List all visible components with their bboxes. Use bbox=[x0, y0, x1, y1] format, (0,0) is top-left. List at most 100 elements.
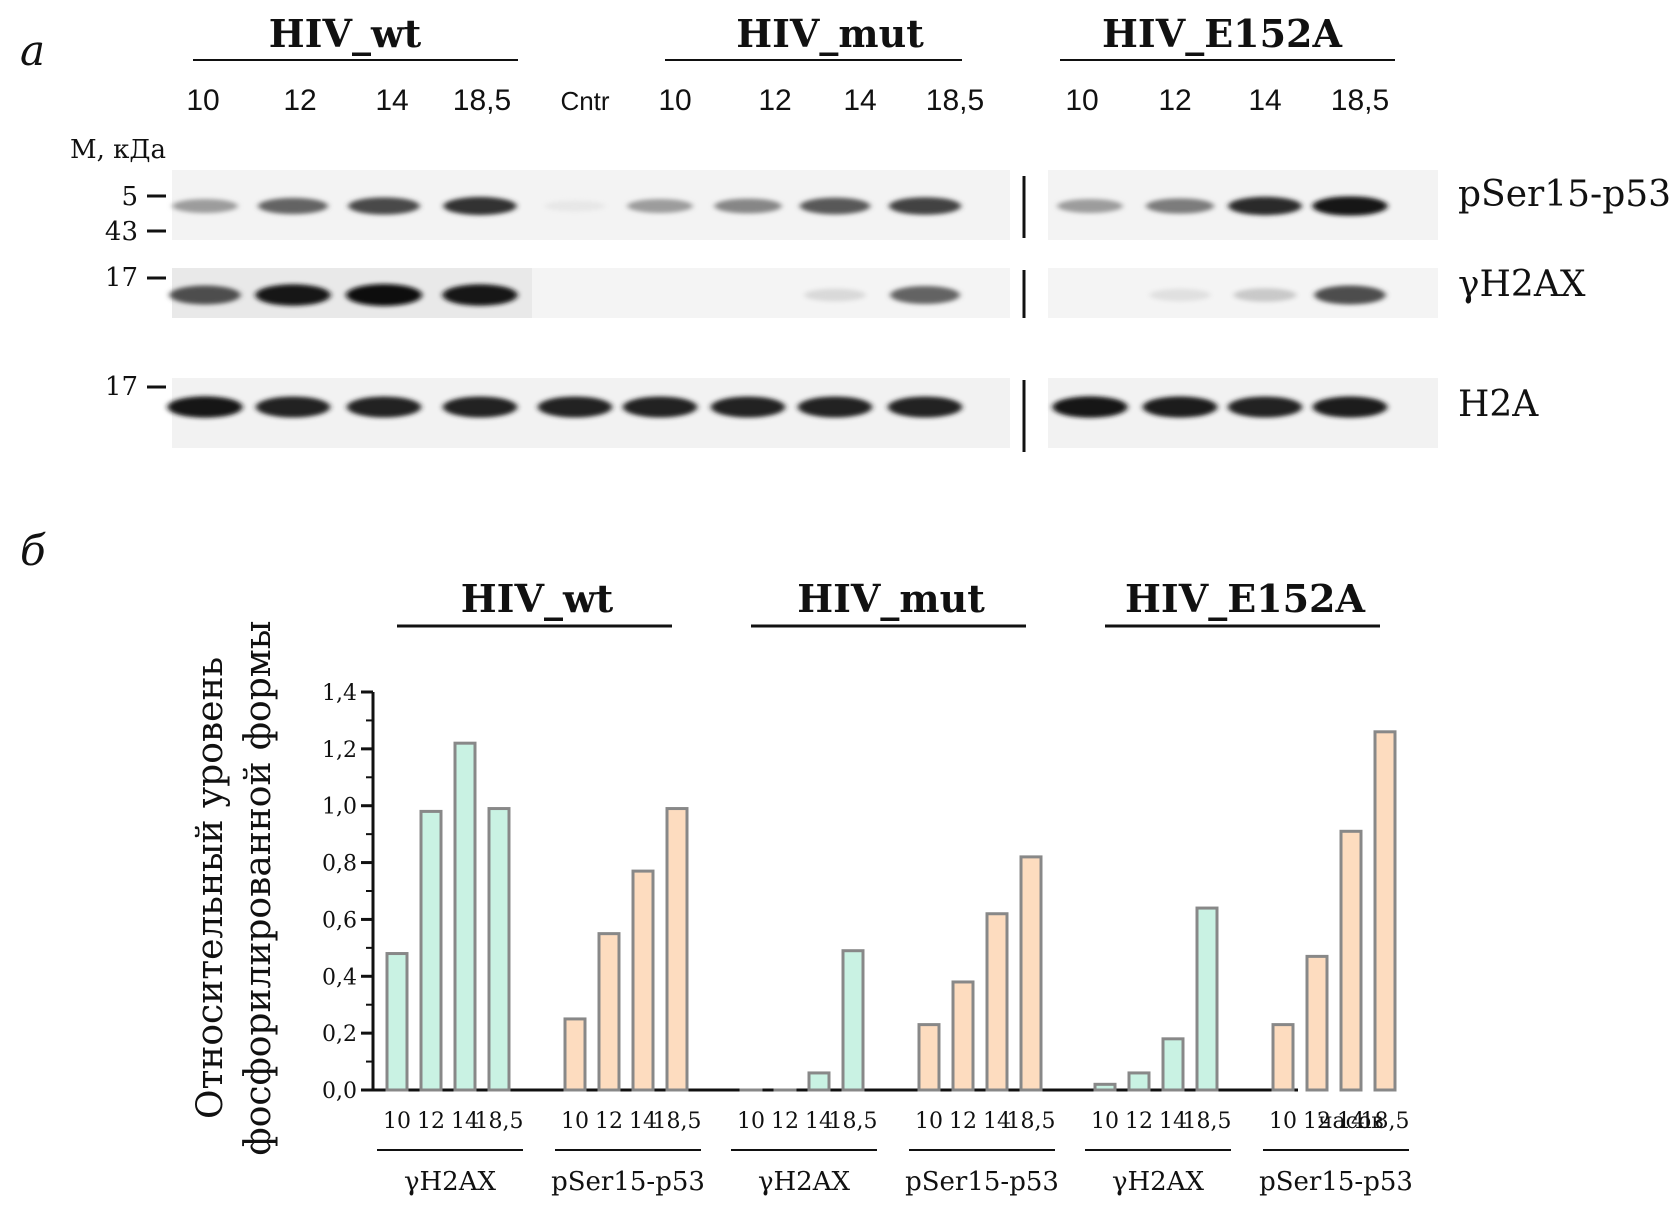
bar bbox=[665, 807, 689, 1092]
blot-band bbox=[1314, 285, 1386, 305]
bar bbox=[985, 912, 1009, 1092]
bar bbox=[631, 869, 655, 1092]
blot-band bbox=[1312, 396, 1388, 418]
blot-band bbox=[167, 396, 243, 418]
blot-band bbox=[1233, 288, 1297, 302]
x-axis-unit-label: часов bbox=[1318, 1109, 1384, 1134]
chart-group-headers: HIV_wt HIV_mut HIV_E152A bbox=[397, 576, 1380, 628]
x-tick-label: 12 bbox=[771, 1109, 799, 1134]
x-tick-label: 12 bbox=[595, 1109, 623, 1134]
blot-band bbox=[622, 396, 698, 418]
x-tick-label: 14 bbox=[451, 1109, 479, 1134]
x-tick-label: 10 bbox=[561, 1109, 589, 1134]
bar bbox=[1093, 1082, 1117, 1092]
chart-group-label: HIV_mut bbox=[797, 576, 985, 621]
lane-label: 10 bbox=[1065, 84, 1098, 117]
bar bbox=[1271, 1023, 1295, 1092]
blot-group-label-hiv-e152a: HIV_E152A bbox=[1102, 11, 1342, 56]
x-tick-label: 18,5 bbox=[475, 1109, 524, 1134]
x-tick-label: 18,5 bbox=[1007, 1109, 1056, 1134]
y-axis-title-line-2: фосфорилированной формы bbox=[238, 621, 279, 1156]
subgroup-label: pSer15-p53 bbox=[1259, 1167, 1413, 1197]
mw-title: М, кДа bbox=[70, 135, 166, 165]
blot-band bbox=[797, 396, 873, 418]
blot-band bbox=[1227, 396, 1303, 418]
lane-label: 14 bbox=[843, 84, 876, 117]
lane-label: 18,5 bbox=[926, 84, 984, 117]
bar bbox=[453, 741, 477, 1092]
x-tick-label: 10 bbox=[1269, 1109, 1297, 1134]
bar bbox=[419, 809, 443, 1092]
blot-band bbox=[443, 196, 517, 216]
subgroup-label: pSer15-p53 bbox=[551, 1167, 705, 1197]
y-tick-label: 0,2 bbox=[322, 1022, 357, 1047]
lane-label: 18,5 bbox=[1331, 84, 1389, 117]
chart-bars bbox=[385, 730, 1397, 1092]
blot-band bbox=[169, 285, 241, 305]
x-tick-label: 18,5 bbox=[829, 1109, 878, 1134]
y-tick-label: 1,4 bbox=[322, 681, 357, 706]
bar-chart-panel: б Относительный уровень фосфорилированно… bbox=[20, 526, 1413, 1197]
bar bbox=[951, 980, 975, 1092]
x-tick-label: 12 bbox=[417, 1109, 445, 1134]
x-tick-label: 14 bbox=[1337, 1109, 1365, 1134]
blot-band bbox=[804, 288, 866, 302]
mw-marker-label: 17 bbox=[105, 372, 138, 402]
mw-marker-label: 17 bbox=[105, 263, 138, 293]
y-axis-title-line-1: Относительный уровень bbox=[190, 657, 231, 1119]
blot-band bbox=[348, 197, 420, 215]
y-tick-label: 1,2 bbox=[322, 738, 357, 763]
bar bbox=[1339, 829, 1363, 1092]
panel-b-label: б bbox=[20, 526, 46, 575]
x-tick-label: 14 bbox=[629, 1109, 657, 1134]
x-tick-label: 18,5 bbox=[653, 1109, 702, 1134]
y-tick-label: 1,0 bbox=[322, 795, 357, 820]
bar bbox=[563, 1017, 587, 1092]
x-tick-label: 12 bbox=[949, 1109, 977, 1134]
bar bbox=[1305, 954, 1329, 1092]
blot-band bbox=[887, 396, 963, 418]
blot-band bbox=[537, 396, 613, 418]
blot-band bbox=[442, 396, 518, 418]
x-tick-label: 18,5 bbox=[1183, 1109, 1232, 1134]
bar bbox=[1127, 1071, 1151, 1092]
blot-band bbox=[1052, 396, 1128, 418]
blot-band bbox=[710, 396, 786, 418]
chart-axes: 0,0 0,2 0,4 0,6 0,8 1,0 1,2 1,4 bbox=[322, 681, 1298, 1104]
blot-band bbox=[799, 197, 871, 215]
lane-label: 14 bbox=[375, 84, 408, 117]
x-tick-label: 14 bbox=[805, 1109, 833, 1134]
bar bbox=[1161, 1037, 1185, 1092]
lane-label: 10 bbox=[658, 84, 691, 117]
x-tick-label: 10 bbox=[383, 1109, 411, 1134]
western-blot-panel: а HIV_wt HIV_mut HIV_E152A 10 12 14 18,5… bbox=[20, 11, 1671, 452]
bar bbox=[1019, 855, 1043, 1092]
bar bbox=[1373, 730, 1397, 1092]
bar bbox=[487, 807, 511, 1092]
lane-label: 14 bbox=[1248, 84, 1281, 117]
blot-bands-gamma-h2ax bbox=[169, 284, 1386, 306]
bar bbox=[385, 952, 409, 1092]
blot-band bbox=[346, 284, 422, 306]
y-tick-label: 0,0 bbox=[322, 1079, 357, 1104]
bar bbox=[917, 1023, 941, 1092]
blot-band bbox=[172, 199, 238, 213]
bar bbox=[841, 949, 865, 1092]
lane-label: 12 bbox=[1158, 84, 1191, 117]
blot-band bbox=[714, 198, 782, 214]
subgroup-label: γH2AX bbox=[404, 1167, 497, 1197]
blot-band bbox=[1057, 199, 1123, 213]
blot-band bbox=[346, 396, 422, 418]
subgroup-label: γH2AX bbox=[758, 1167, 851, 1197]
x-tick-label: 14 bbox=[983, 1109, 1011, 1134]
blot-band bbox=[442, 284, 518, 306]
panel-a-label: а bbox=[20, 26, 45, 75]
y-tick-label: 0,4 bbox=[322, 965, 357, 990]
bar bbox=[597, 932, 621, 1092]
bar bbox=[1195, 906, 1219, 1092]
x-tick-label: 12 bbox=[1125, 1109, 1153, 1134]
blot-band bbox=[1146, 198, 1214, 214]
blot-band bbox=[889, 197, 961, 215]
